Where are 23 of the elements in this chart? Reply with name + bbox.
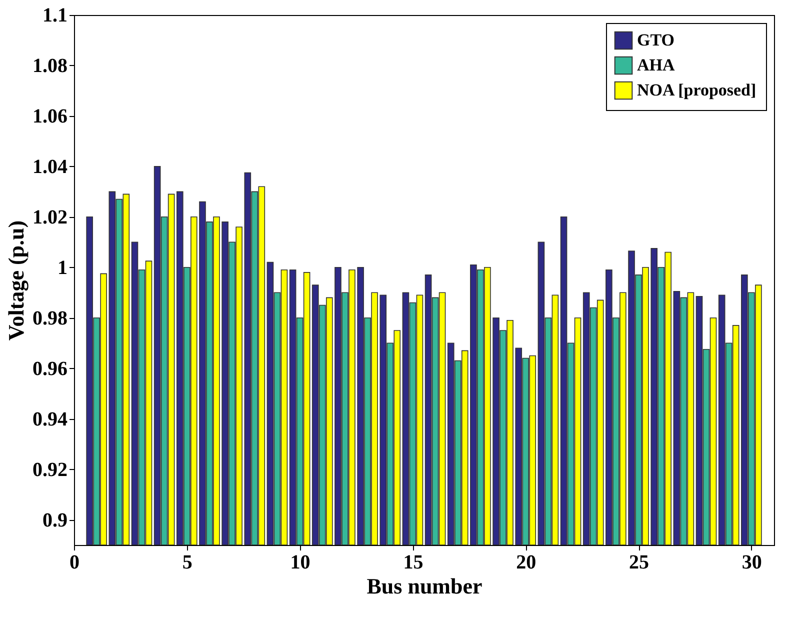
legend-label: AHA	[637, 56, 676, 74]
y-tick-label: 1.02	[32, 206, 68, 228]
legend-label: GTO	[637, 30, 674, 50]
legend-label: NOA [proposed]	[637, 80, 756, 100]
y-tick-label: 1.06	[32, 105, 68, 128]
x-tick-label: 10	[290, 552, 310, 574]
x-tick-label: 15	[403, 552, 424, 574]
y-tick-label: 0.9	[42, 509, 68, 532]
y-tick-label: 1.08	[32, 54, 68, 77]
y-tick-label: 1.04	[32, 156, 68, 178]
x-axis-title: Bus number	[366, 574, 482, 598]
y-tick-label: 0.94	[32, 408, 68, 430]
y-tick-label: 1.1	[42, 4, 68, 26]
y-tick-label: 0.96	[32, 358, 68, 380]
x-tick-label: 0	[70, 552, 80, 574]
y-tick-label: 1	[58, 256, 68, 279]
x-tick-label: 25	[629, 552, 650, 574]
y-axis-title: Voltage (p.u)	[4, 220, 28, 341]
y-tick-label: 0.92	[32, 458, 68, 481]
x-tick-label: 5	[182, 552, 192, 574]
x-tick-label: 20	[516, 552, 536, 574]
y-tick-label: 0.98	[32, 307, 68, 330]
x-tick-label: 30	[742, 552, 762, 574]
